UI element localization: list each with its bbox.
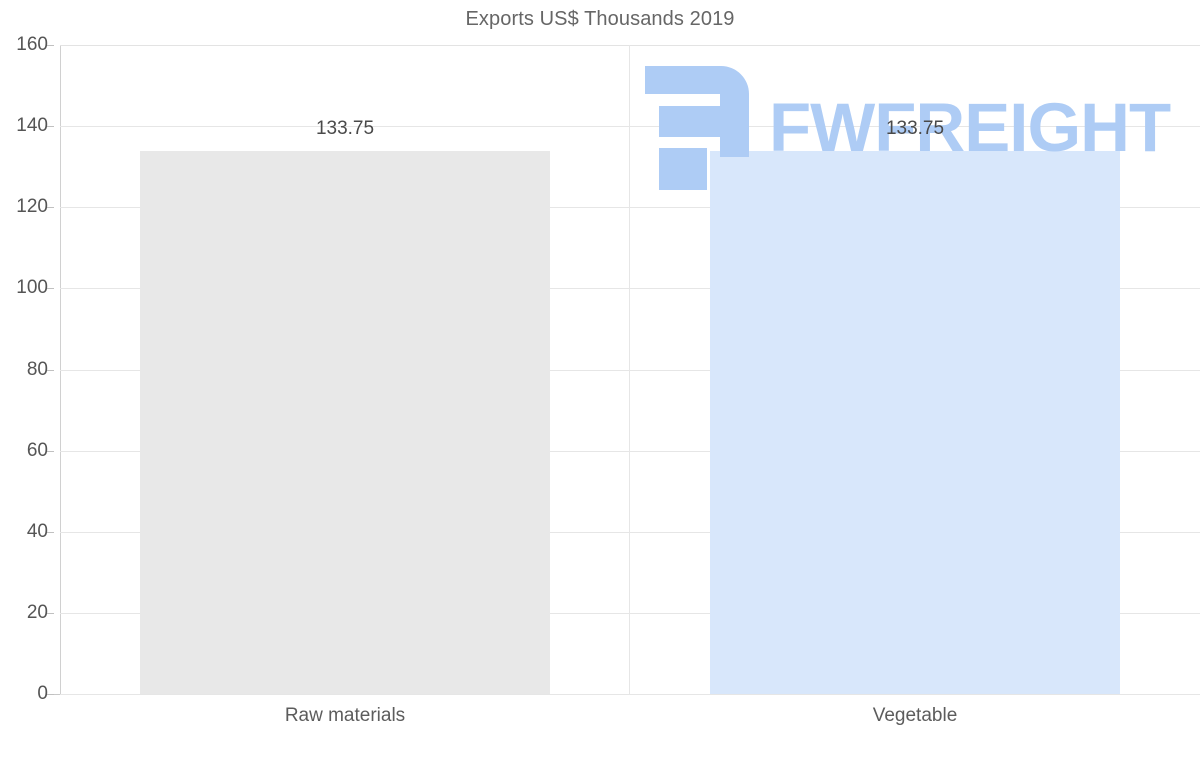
y-axis-tick-mark bbox=[47, 45, 54, 46]
y-axis-tick-label: 120 bbox=[16, 196, 48, 218]
y-axis-tick-mark bbox=[47, 126, 54, 128]
x-axis-category-label: Vegetable bbox=[872, 705, 958, 726]
y-axis-tick-label: 140 bbox=[16, 115, 48, 137]
y-axis-tick-mark bbox=[47, 612, 54, 614]
gridline bbox=[60, 126, 1200, 128]
bar-value-label: 133.75 bbox=[315, 118, 375, 140]
gridline bbox=[60, 531, 1200, 533]
gridline bbox=[60, 45, 1200, 46]
y-axis-tick-mark bbox=[47, 531, 54, 533]
gridline bbox=[60, 288, 1200, 290]
y-axis-tick-label: 160 bbox=[16, 34, 48, 55]
gridline bbox=[60, 207, 1200, 209]
y-axis-tick-label: 80 bbox=[26, 358, 48, 380]
y-axis-tick-mark bbox=[47, 694, 54, 695]
plot-area bbox=[60, 45, 1200, 695]
gridline bbox=[60, 612, 1200, 614]
gridline bbox=[60, 694, 1200, 695]
y-axis-tick-mark bbox=[47, 288, 54, 290]
chart-title: Exports US$ Thousands 2019 bbox=[465, 8, 735, 30]
bar[interactable] bbox=[139, 151, 551, 694]
x-axis-category-label: Raw materials bbox=[284, 705, 406, 726]
y-axis-tick-label: 20 bbox=[26, 601, 48, 623]
y-axis-tick-mark bbox=[47, 207, 54, 209]
y-axis-tick-label: 0 bbox=[37, 683, 48, 704]
bar[interactable] bbox=[709, 151, 1121, 694]
y-axis-tick-label: 40 bbox=[26, 520, 48, 542]
y-axis-tick-mark bbox=[47, 450, 54, 452]
category-separator-gridline bbox=[629, 45, 630, 694]
bar-value-label: 133.75 bbox=[885, 118, 945, 140]
y-axis-tick-label: 60 bbox=[26, 439, 48, 461]
y-axis-tick-label: 100 bbox=[16, 277, 48, 299]
gridline bbox=[60, 369, 1200, 371]
y-axis-tick-mark bbox=[47, 369, 54, 371]
gridline bbox=[60, 450, 1200, 452]
